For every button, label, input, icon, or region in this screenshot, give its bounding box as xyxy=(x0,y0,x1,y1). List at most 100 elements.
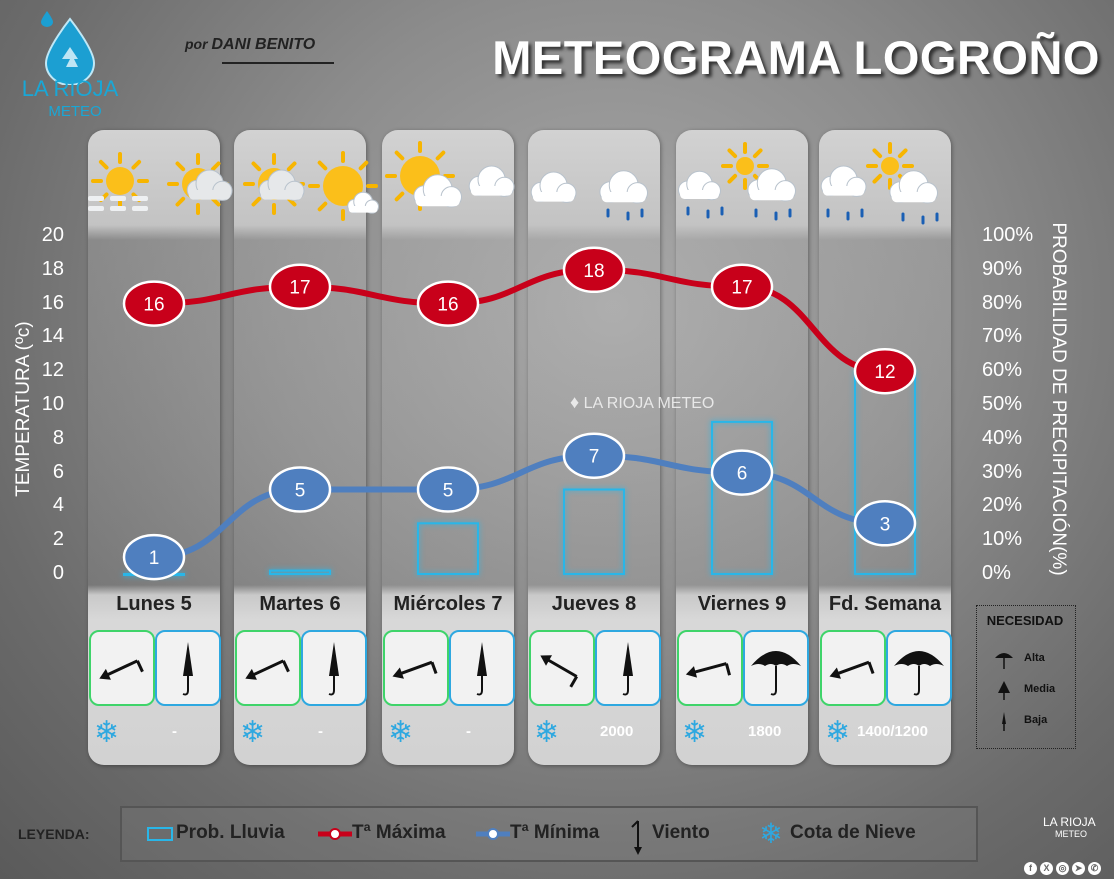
wind-barb xyxy=(867,661,875,674)
umbrella-canopy xyxy=(183,642,193,676)
wind-head xyxy=(245,668,257,680)
snow-level-row: ❄ xyxy=(819,708,951,760)
legend-bar-swatch xyxy=(147,827,173,841)
facebook-icon[interactable]: f xyxy=(1024,862,1037,875)
umbrella-handle xyxy=(622,689,629,696)
umbrella-cell xyxy=(743,630,809,706)
necesidad-box xyxy=(976,605,1076,749)
necesidad-label: Media xyxy=(1024,683,1056,695)
umbrella-cell xyxy=(301,630,367,706)
open-umbrella-icon xyxy=(751,651,801,696)
cloud-puff xyxy=(364,199,379,214)
legend-item-label: Cota de Nieve xyxy=(790,822,916,843)
snowflake-icon: ❄ xyxy=(682,716,708,749)
snow-level-row: ❄ xyxy=(88,708,220,760)
closed-umbrella-icon xyxy=(182,642,193,696)
umbrella-handle xyxy=(770,689,777,696)
snow-level-row: ❄ xyxy=(234,708,366,760)
y-tick-label: 18 xyxy=(41,257,64,280)
small-drop-icon xyxy=(41,11,53,27)
umbrella-handle xyxy=(913,689,920,696)
y-tick-label-right: 70% xyxy=(982,325,1023,348)
snowflake-icon: ❄ xyxy=(240,716,266,749)
necesidad-label: Baja xyxy=(1024,714,1048,726)
umbrella-cell xyxy=(595,630,661,706)
day-label: Fd. Semana xyxy=(828,593,942,615)
umbrella-canopy xyxy=(477,642,487,676)
day-column: Viernes 9 ❄ 1800 xyxy=(676,130,809,765)
umbrella-canopy xyxy=(894,651,944,666)
instagram-icon[interactable]: ◎ xyxy=(1056,862,1069,875)
closed-umbrella-icon xyxy=(328,642,339,696)
y-tick-label: 12 xyxy=(41,359,64,382)
wind-shaft xyxy=(102,659,139,679)
umbrella-handle xyxy=(182,689,189,696)
y-tick-label: 20 xyxy=(41,224,64,246)
umbrella-cell xyxy=(449,630,515,706)
legend-item-label: Prob. Lluvia xyxy=(176,822,285,843)
umbrella-canopy xyxy=(995,653,1013,658)
wind-head xyxy=(685,666,698,678)
logo-text: LA RIOJA xyxy=(21,76,119,101)
legend-wind-head xyxy=(634,847,642,855)
wind-shaft xyxy=(832,660,870,677)
y-tick-label: 10 xyxy=(41,393,64,415)
y-tick-label: 4 xyxy=(52,494,64,517)
y-tick-label-right: 20% xyxy=(982,494,1023,517)
wind-barb xyxy=(569,675,579,688)
legend-snowflake: ❄ xyxy=(759,818,782,848)
y-axis-title-right-text: PROBABILIDAD DE PRECIPITACIÓN(%) xyxy=(1048,222,1069,576)
open-umbrella-icon xyxy=(995,653,1013,669)
snow-level-value: - xyxy=(318,723,323,740)
legend-label: LEYENDA: xyxy=(18,826,90,842)
social-links: f X ◎ ➤ ✆ xyxy=(1024,858,1104,876)
closed-umbrella-icon xyxy=(622,642,633,696)
wind-head xyxy=(99,668,111,680)
umbrella-canopy xyxy=(1002,712,1006,724)
x-icon[interactable]: X xyxy=(1040,862,1053,875)
day-label: Martes 6 xyxy=(259,593,341,615)
whatsapp-icon[interactable]: ✆ xyxy=(1088,862,1101,875)
wind-cell xyxy=(235,630,301,706)
wind-barb xyxy=(282,660,290,673)
y-tick-label: 0 xyxy=(52,562,64,584)
umbrella-handle xyxy=(328,689,335,696)
watermark-text: LA RIOJA METEO xyxy=(583,395,715,412)
y-tick-label-right: 0% xyxy=(982,562,1011,584)
wind-arrow-icon xyxy=(829,660,875,679)
wind-shaft xyxy=(543,656,578,678)
wind-cell xyxy=(89,630,155,706)
day-label: Lunes 5 xyxy=(116,593,192,615)
day-column: Jueves 8 ❄ 2000 xyxy=(528,130,661,765)
snow-level-value: 1400/1200 xyxy=(857,723,928,740)
snowflake-icon: ❄ xyxy=(825,716,851,749)
y-tick-label-right: 10% xyxy=(982,528,1023,551)
necesidad-title: NECESIDAD xyxy=(986,613,1064,628)
y-tick-label: 6 xyxy=(52,460,64,483)
open-umbrella-icon xyxy=(894,651,944,696)
umbrella-handle xyxy=(476,689,483,696)
snow-level-row: ❄ xyxy=(382,708,514,760)
half-open-umbrella-icon xyxy=(998,681,1010,700)
legend-item-label: Viento xyxy=(652,822,710,843)
footer-logo: LA RIOJA METEO xyxy=(1015,815,1096,839)
telegram-icon[interactable]: ➤ xyxy=(1072,862,1085,875)
wind-head xyxy=(540,655,553,666)
umbrella-canopy xyxy=(998,681,1010,693)
snowflake-icon: ❄ xyxy=(94,716,120,749)
footer-logo-text: LA RIOJA xyxy=(1043,815,1096,829)
wind-barb xyxy=(430,661,438,674)
closed-umbrella-icon xyxy=(476,642,487,696)
wind-cell xyxy=(529,630,595,706)
wind-arrow-icon xyxy=(631,820,642,855)
wind-shaft xyxy=(395,660,433,677)
day-label: Viernes 9 xyxy=(697,593,787,615)
snow-level-value: - xyxy=(466,723,471,740)
legend-item-label: Tª Máxima xyxy=(352,822,446,843)
footer-logo-subtext: METEO xyxy=(1055,829,1088,839)
y-tick-label-right: 90% xyxy=(982,257,1023,280)
closed-umbrella-icon xyxy=(1002,712,1006,731)
max-temp-line-icon xyxy=(318,828,352,840)
y-tick-label-right: 50% xyxy=(982,393,1023,415)
